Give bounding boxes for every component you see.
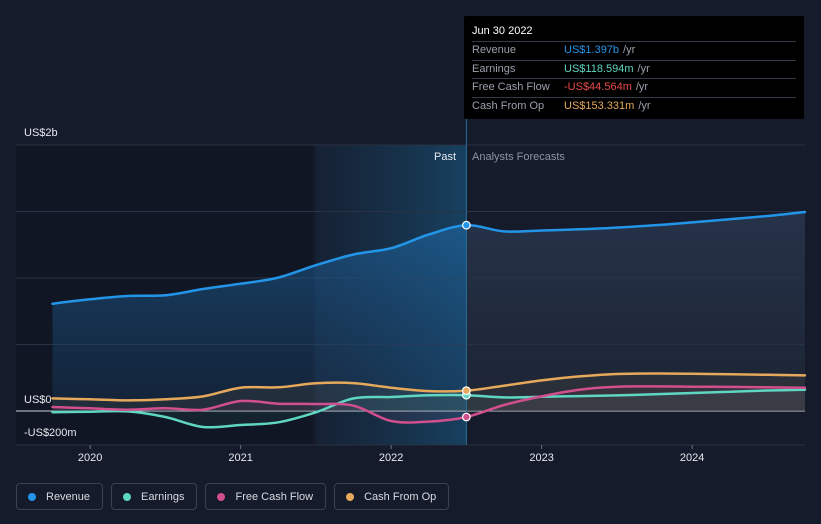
legend-label: Cash From Op [364,490,437,503]
tooltip-row: Earnings US$118.594m/yr [472,61,796,79]
free-cash-flow-line [51,385,807,424]
legend-dot-icon [123,492,132,501]
legend: Revenue Earnings Free Cash Flow Cash From O… [16,483,450,510]
tooltip-row-unit: /yr [635,81,649,93]
y-axis-label-zero: US$0 [24,394,52,406]
legend-label: Earnings [141,490,185,503]
tooltip-row-label: Cash From Op [472,99,545,112]
legend-dot-icon [346,492,355,501]
past-label: Past [434,151,456,163]
revenue-marker [461,220,471,230]
y-axis-label-top: US$2b [24,127,58,139]
tooltip-rows: Revenue US$1.397b/yr Earnings US$118.594m/y… [472,42,796,115]
free-cash-flow-marker [461,412,471,422]
tooltip-row-value: -US$44.564m [564,81,632,93]
tooltip: Jun 30 2022 Revenue US$1.397b/yr Earnings U… [464,16,804,119]
cash-from-op-line [51,372,807,402]
hover-markers [461,220,471,422]
tooltip-row: Revenue US$1.397b/yr [472,42,796,61]
x-tick-label: 2021 [228,452,252,464]
legend-dot-icon [217,492,226,501]
revenue-area-past [52,225,467,411]
revenue-line [51,210,807,305]
tooltip-row-label: Earnings [472,62,516,75]
earnings-area [52,389,805,428]
revenue-area-forecast [466,212,805,411]
tooltip-row-unit: /yr [623,44,636,56]
x-tick-label: 2020 [78,452,102,464]
tooltip-row-value: US$1.397b [564,44,620,56]
legend-item-cash-from-op[interactable]: Cash From Op [334,483,450,510]
tooltip-row-unit: /yr [637,62,650,75]
x-tick-label: 2023 [529,452,553,464]
legend-item-free-cash-flow[interactable]: Free Cash Flow [205,483,327,510]
forecast-label: Analysts Forecasts [472,151,565,163]
cash-from-op-marker [461,386,471,396]
tooltip-row-label: Free Cash Flow [472,81,550,93]
series-lines [51,210,807,429]
earnings-line [51,388,807,429]
tooltip-row: Free Cash Flow -US$44.564m/yr [472,79,796,98]
legend-label: Revenue [46,490,91,503]
tooltip-row-value: US$153.331m [564,99,635,112]
tooltip-row-label: Revenue [472,44,517,56]
tooltip-date: Jun 30 2022 [472,23,796,42]
x-tick-label: 2024 [680,452,704,464]
legend-item-earnings[interactable]: Earnings [111,483,198,510]
legend-dot-icon [28,492,36,501]
y-axis-label-negative: -US$200m [24,427,77,439]
legend-item-revenue[interactable]: Revenue [16,483,104,510]
x-tick-label: 2022 [379,452,403,464]
tooltip-row-unit: /yr [638,99,651,112]
tooltip-row: Cash From Op US$153.331m/yr [472,98,796,116]
legend-label: Free Cash Flow [235,490,314,503]
tooltip-row-value: US$118.594m [564,62,634,75]
x-axis-ticks: 2020 2021 2022 2023 2024 [78,445,704,464]
